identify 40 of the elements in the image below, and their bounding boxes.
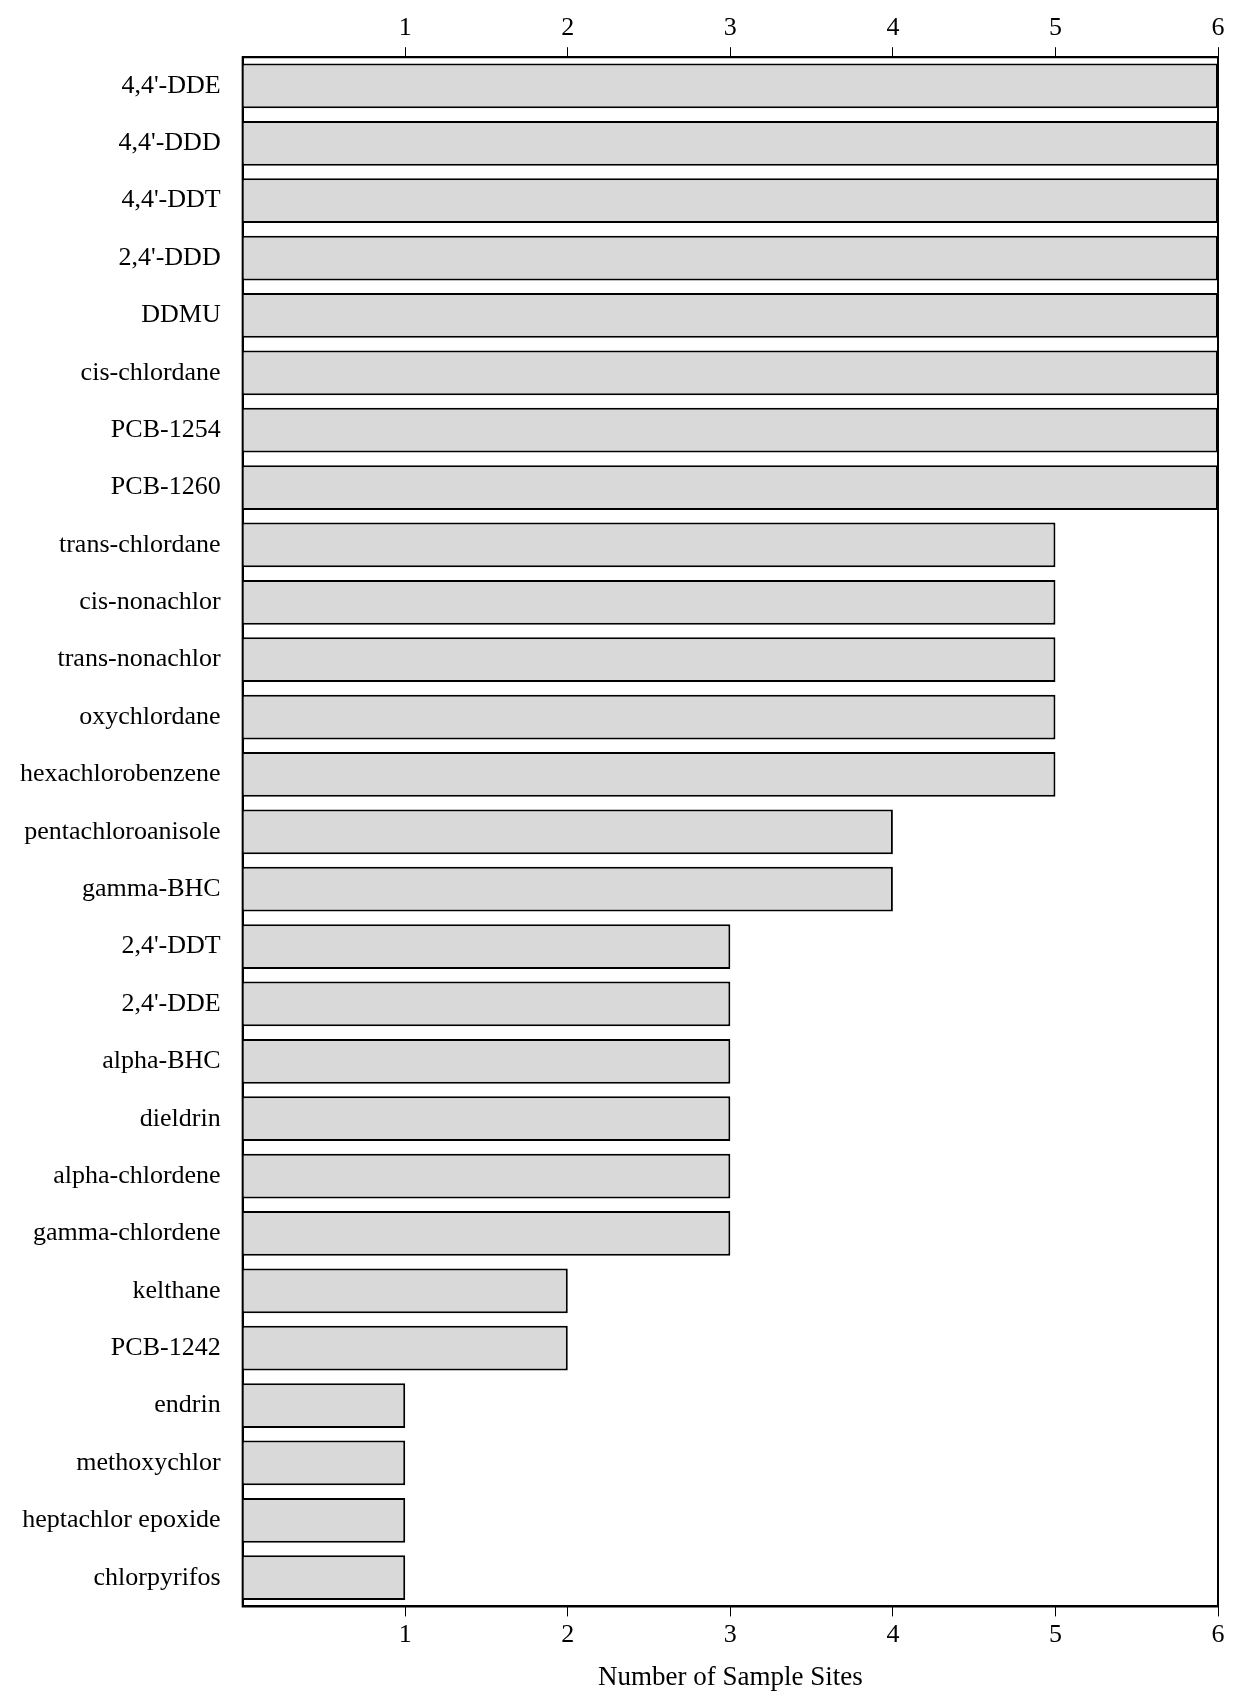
y-tick-label: 2,4'-DDT (121, 930, 221, 960)
x2-tick-label: 2 (561, 1618, 575, 1648)
y-tick-label: trans-chlordane (58, 528, 221, 558)
y-tick-label: PCB-1254 (110, 413, 221, 443)
y-tick-label: 2,4'-DDD (118, 241, 221, 271)
y-tick-label: pentachloroanisole (24, 815, 221, 845)
y-tick-label: 4,4'-DDE (121, 69, 221, 99)
x2-tick-label: 1 (398, 1618, 412, 1648)
x-tick-label: 3 (723, 12, 737, 42)
y-tick-label: endrin (154, 1389, 221, 1419)
y-tick-label: gamma-BHC (82, 873, 221, 903)
y-tick-label: PCB-1260 (110, 471, 221, 501)
y-tick-label: cis-nonachlor (79, 586, 221, 616)
y-tick-label: oxychlordane (79, 700, 221, 730)
x-tick-label: 2 (561, 12, 575, 42)
y-tick-label: gamma-chlordene (32, 1217, 221, 1247)
y-tick-label: alpha-chlordene (53, 1159, 221, 1189)
y-tick-label: 2,4'-DDE (121, 987, 221, 1017)
x-tick-label: 5 (1048, 12, 1062, 42)
y-tick-label: 4,4'-DDT (121, 184, 221, 214)
y-tick-label: chlorpyrifos (93, 1561, 221, 1591)
x-axis-title: Number of Sample Sites (597, 1660, 863, 1691)
y-tick-label: trans-nonachlor (57, 643, 221, 673)
y-tick-label: PCB-1242 (110, 1332, 221, 1362)
x2-tick-label: 6 (1211, 1618, 1225, 1648)
x-tick-label: 1 (398, 12, 412, 42)
y-tick-label: 4,4'-DDD (118, 127, 221, 157)
x2-tick-label: 3 (723, 1618, 737, 1648)
y-tick-label: hexachlorobenzene (19, 758, 221, 788)
y-tick-label: methoxychlor (76, 1446, 221, 1476)
y-tick-label: heptachlor epoxide (22, 1504, 221, 1534)
y-tick-label: DDMU (141, 299, 221, 329)
x-tick-label: 6 (1211, 12, 1225, 42)
x-tick-label: 4 (886, 12, 900, 42)
y-tick-label: alpha-BHC (102, 1045, 221, 1075)
x2-tick-label: 5 (1048, 1618, 1062, 1648)
x2-tick-label: 4 (886, 1618, 900, 1648)
y-tick-label: dieldrin (139, 1102, 221, 1132)
y-tick-label: cis-chlordane (80, 356, 221, 386)
y-tick-label: kelthane (132, 1274, 221, 1304)
